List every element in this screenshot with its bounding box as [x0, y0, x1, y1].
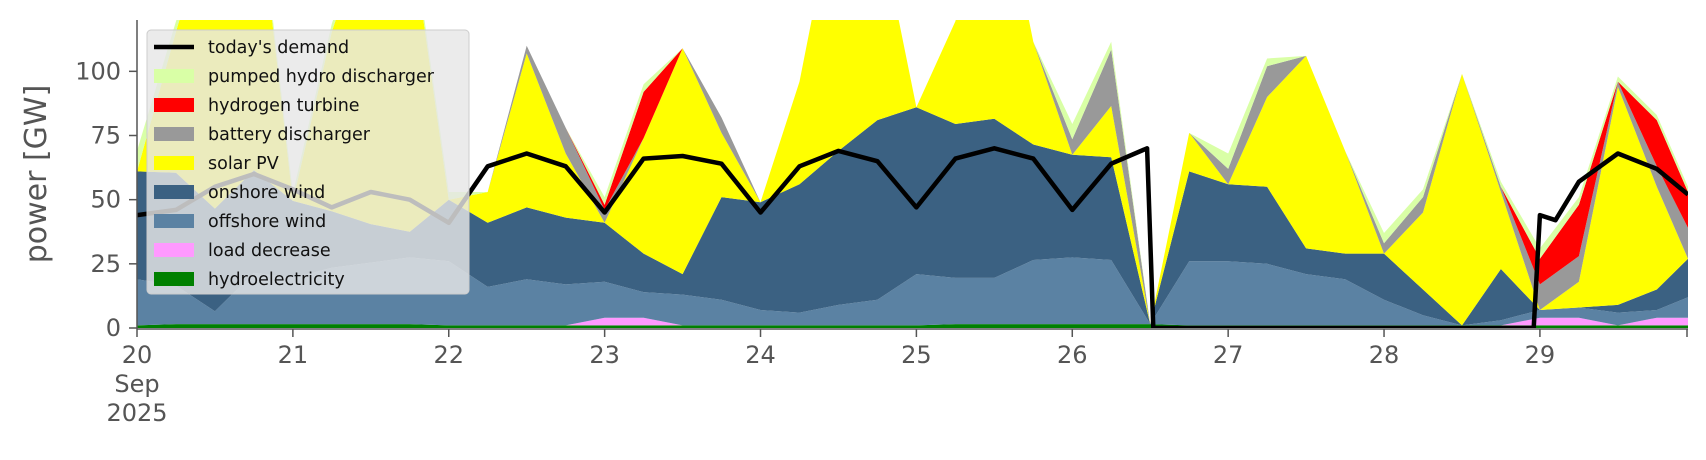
x-tick-label-24: 24: [745, 341, 776, 369]
area-offshore-wind: [137, 257, 1688, 326]
y-axis-label: power [GW]: [19, 85, 54, 264]
x-tick-label-28: 28: [1369, 341, 1400, 369]
legend-item-load-decrease: load decrease: [154, 241, 331, 261]
legend-label: pumped hydro discharger: [208, 67, 435, 87]
legend-label: hydrogen turbine: [208, 96, 360, 116]
area-series-group: [137, 20, 1688, 328]
y-tick-label-50: 50: [90, 186, 121, 214]
x-tick-label-21: 21: [278, 341, 309, 369]
y-tick-label-0: 0: [106, 314, 121, 342]
x-tick-label-26: 26: [1057, 341, 1088, 369]
x-tick-sublabel-month: Sep: [114, 370, 159, 398]
x-tick-label-23: 23: [589, 341, 620, 369]
legend-label: battery discharger: [208, 125, 371, 145]
x-tick-label-25: 25: [901, 341, 932, 369]
legend-label: onshore wind: [208, 183, 325, 203]
legend-item-today-s-demand: today's demand: [154, 38, 349, 58]
legend-item-solar-pv: solar PV: [154, 154, 279, 174]
legend-box: [146, 29, 470, 295]
y-tick-label-25: 25: [90, 250, 121, 278]
legend-item-onshore-wind: onshore wind: [154, 183, 325, 203]
y-tick-label-75: 75: [90, 122, 121, 150]
area-solar-pv: [137, 20, 1688, 326]
x-tick-sublabel-year: 2025: [106, 399, 167, 427]
legend-item-hydrogen-turbine: hydrogen turbine: [154, 96, 360, 116]
x-tick-label-20: 20: [122, 341, 153, 369]
x-tick-label-27: 27: [1213, 341, 1244, 369]
legend-swatch: [154, 98, 194, 112]
legend-item-offshore-wind: offshore wind: [154, 212, 326, 232]
legend-swatch: [154, 272, 194, 286]
legend-label: today's demand: [208, 38, 349, 58]
legend-swatch: [154, 185, 194, 199]
legend-label: load decrease: [208, 241, 331, 261]
legend-label: solar PV: [208, 154, 279, 174]
y-tick-label-100: 100: [75, 57, 121, 85]
legend-label: hydroelectricity: [208, 270, 345, 290]
legend-swatch: [154, 69, 194, 83]
legend-swatch: [154, 214, 194, 228]
legend-item-battery-discharger: battery discharger: [154, 125, 371, 145]
legend-item-hydroelectricity: hydroelectricity: [154, 270, 345, 290]
legend-swatch: [154, 127, 194, 141]
legend-item-pumped-hydro-discharger: pumped hydro discharger: [154, 67, 435, 87]
area-onshore-wind: [137, 107, 1688, 326]
legend: today's demand pumped hydro discharger hyd…: [146, 29, 470, 295]
legend-label: offshore wind: [208, 212, 326, 232]
x-tick-label-22: 22: [433, 341, 464, 369]
legend-swatch: [154, 156, 194, 170]
x-tick-label-29: 29: [1525, 341, 1556, 369]
legend-swatch: [154, 243, 194, 257]
